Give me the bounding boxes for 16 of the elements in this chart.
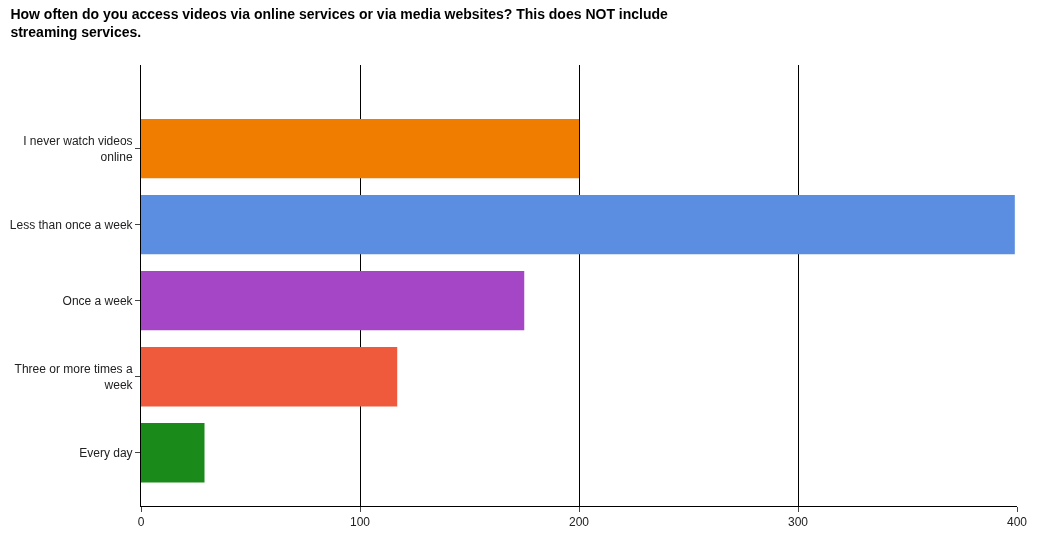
x-tick-label: 200: [568, 515, 590, 530]
y-tick-label: Three or more times a week: [14, 362, 134, 392]
bar: [141, 195, 1015, 255]
x-tick-label: 400: [1006, 515, 1028, 530]
bar: [141, 118, 579, 179]
y-tick-label: Less than once a week: [9, 217, 134, 232]
bar: [141, 271, 525, 331]
bar: [141, 423, 205, 483]
x-tick-label: 100: [349, 515, 371, 530]
x-tick-label: 0: [137, 515, 145, 530]
y-tick-label: Every day: [79, 445, 133, 460]
y-tick-label: I never watch videos online: [23, 134, 133, 164]
bar: [141, 347, 398, 407]
y-tick-label: Once a week: [62, 293, 134, 308]
x-tick-label: 300: [787, 515, 809, 530]
chart-title: How often do you access videos via online services or via media websites? This does NOT include streaming services.: [10, 5, 669, 41]
